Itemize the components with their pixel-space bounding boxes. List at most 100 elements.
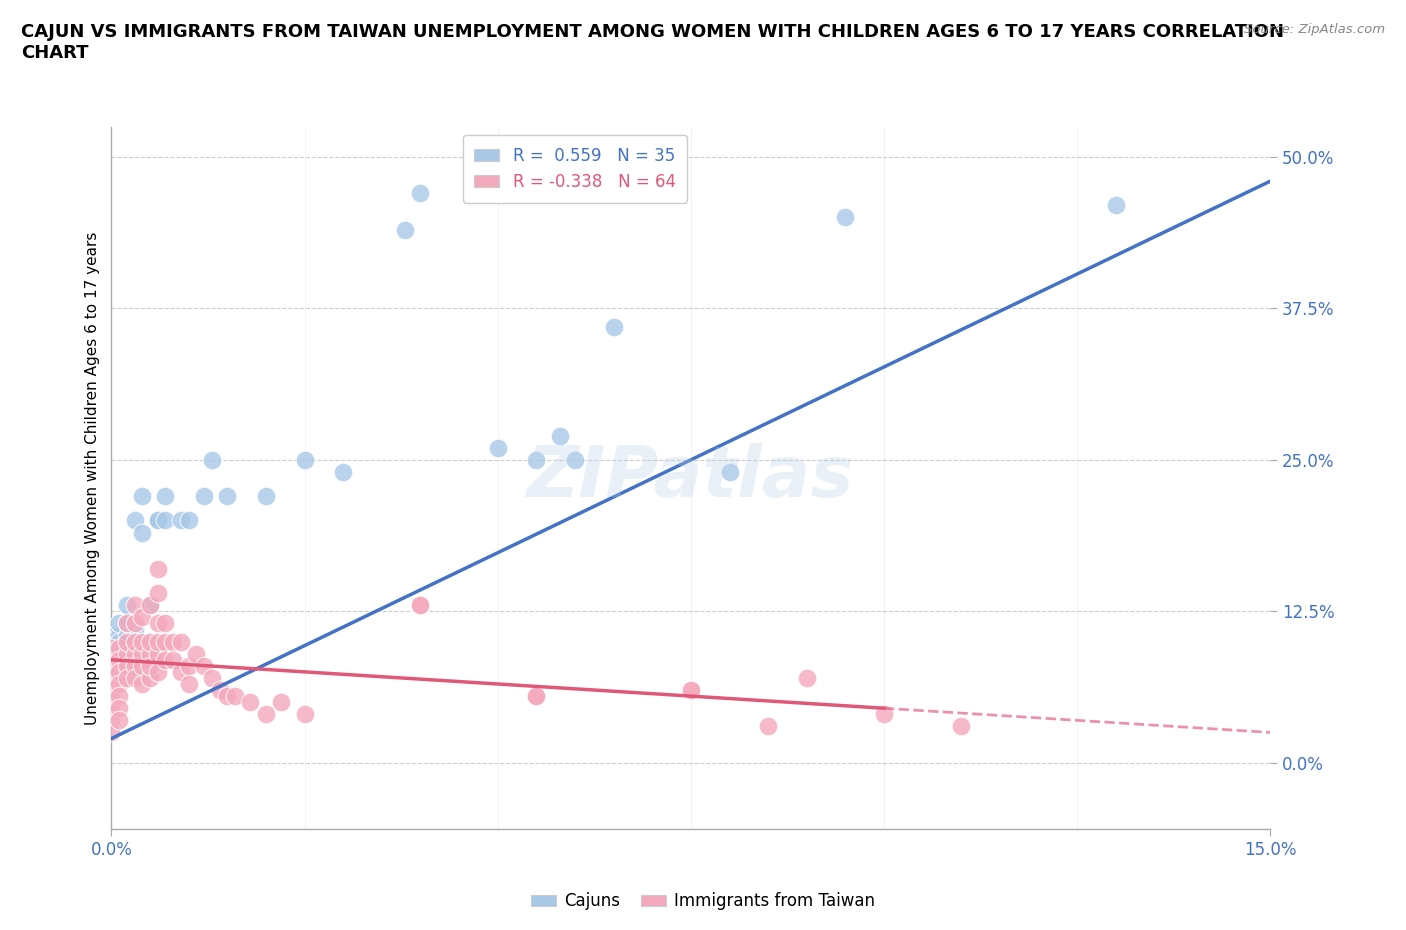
Point bbox=[564, 452, 586, 467]
Point bbox=[332, 464, 354, 479]
Point bbox=[796, 671, 818, 685]
Point bbox=[170, 634, 193, 649]
Point bbox=[155, 616, 177, 631]
Point bbox=[115, 671, 138, 685]
Point bbox=[155, 489, 177, 504]
Point bbox=[139, 634, 162, 649]
Point bbox=[177, 676, 200, 691]
Point bbox=[270, 695, 292, 710]
Point bbox=[409, 598, 432, 613]
Point bbox=[217, 689, 239, 704]
Point bbox=[139, 646, 162, 661]
Point bbox=[201, 671, 224, 685]
Legend: Cajuns, Immigrants from Taiwan: Cajuns, Immigrants from Taiwan bbox=[524, 885, 882, 917]
Point bbox=[108, 640, 131, 655]
Point bbox=[146, 513, 169, 528]
Point bbox=[139, 598, 162, 613]
Point bbox=[162, 652, 184, 667]
Point bbox=[162, 634, 184, 649]
Point bbox=[115, 634, 138, 649]
Point bbox=[108, 664, 131, 679]
Point bbox=[254, 707, 277, 722]
Point bbox=[679, 683, 702, 698]
Point bbox=[100, 725, 122, 740]
Point bbox=[108, 689, 131, 704]
Y-axis label: Unemployment Among Women with Children Ages 6 to 17 years: Unemployment Among Women with Children A… bbox=[86, 232, 100, 724]
Point bbox=[409, 186, 432, 201]
Point bbox=[193, 658, 215, 673]
Point bbox=[294, 452, 316, 467]
Point bbox=[1105, 198, 1128, 213]
Point bbox=[146, 586, 169, 601]
Point bbox=[873, 707, 896, 722]
Point bbox=[201, 452, 224, 467]
Point bbox=[108, 676, 131, 691]
Point bbox=[679, 683, 702, 698]
Point bbox=[193, 489, 215, 504]
Point bbox=[170, 664, 193, 679]
Point bbox=[155, 634, 177, 649]
Point bbox=[124, 671, 146, 685]
Point bbox=[108, 701, 131, 716]
Point bbox=[131, 646, 153, 661]
Point bbox=[108, 652, 131, 667]
Point bbox=[217, 489, 239, 504]
Point bbox=[100, 664, 122, 679]
Point bbox=[100, 676, 122, 691]
Point bbox=[124, 646, 146, 661]
Point bbox=[108, 616, 131, 631]
Point bbox=[131, 634, 153, 649]
Point bbox=[131, 676, 153, 691]
Point bbox=[548, 428, 571, 443]
Text: CAJUN VS IMMIGRANTS FROM TAIWAN UNEMPLOYMENT AMONG WOMEN WITH CHILDREN AGES 6 TO: CAJUN VS IMMIGRANTS FROM TAIWAN UNEMPLOY… bbox=[21, 23, 1284, 62]
Point bbox=[108, 634, 131, 649]
Point bbox=[409, 598, 432, 613]
Point bbox=[124, 513, 146, 528]
Point bbox=[100, 634, 122, 649]
Point bbox=[131, 658, 153, 673]
Point bbox=[146, 562, 169, 577]
Point bbox=[146, 513, 169, 528]
Point bbox=[139, 598, 162, 613]
Point bbox=[177, 658, 200, 673]
Point bbox=[100, 713, 122, 728]
Point bbox=[524, 689, 547, 704]
Point bbox=[146, 616, 169, 631]
Point bbox=[124, 634, 146, 649]
Point bbox=[100, 689, 122, 704]
Point bbox=[124, 598, 146, 613]
Point bbox=[139, 658, 162, 673]
Point bbox=[155, 652, 177, 667]
Point bbox=[108, 713, 131, 728]
Point bbox=[100, 628, 122, 643]
Point bbox=[950, 719, 973, 734]
Point bbox=[170, 513, 193, 528]
Point bbox=[254, 489, 277, 504]
Point bbox=[139, 671, 162, 685]
Point bbox=[115, 658, 138, 673]
Point bbox=[718, 464, 741, 479]
Text: ZIPatlas: ZIPatlas bbox=[527, 444, 855, 512]
Point bbox=[177, 513, 200, 528]
Point bbox=[100, 652, 122, 667]
Point bbox=[115, 598, 138, 613]
Point bbox=[146, 664, 169, 679]
Point bbox=[186, 646, 208, 661]
Point bbox=[834, 210, 856, 225]
Point bbox=[756, 719, 779, 734]
Point bbox=[124, 616, 146, 631]
Point bbox=[224, 689, 246, 704]
Point bbox=[146, 634, 169, 649]
Point bbox=[602, 319, 624, 334]
Point bbox=[155, 513, 177, 528]
Point bbox=[394, 222, 416, 237]
Point bbox=[115, 628, 138, 643]
Point bbox=[124, 658, 146, 673]
Point bbox=[131, 610, 153, 625]
Point bbox=[524, 689, 547, 704]
Text: Source: ZipAtlas.com: Source: ZipAtlas.com bbox=[1244, 23, 1385, 36]
Point bbox=[100, 640, 122, 655]
Point bbox=[524, 452, 547, 467]
Point bbox=[208, 683, 231, 698]
Point bbox=[100, 701, 122, 716]
